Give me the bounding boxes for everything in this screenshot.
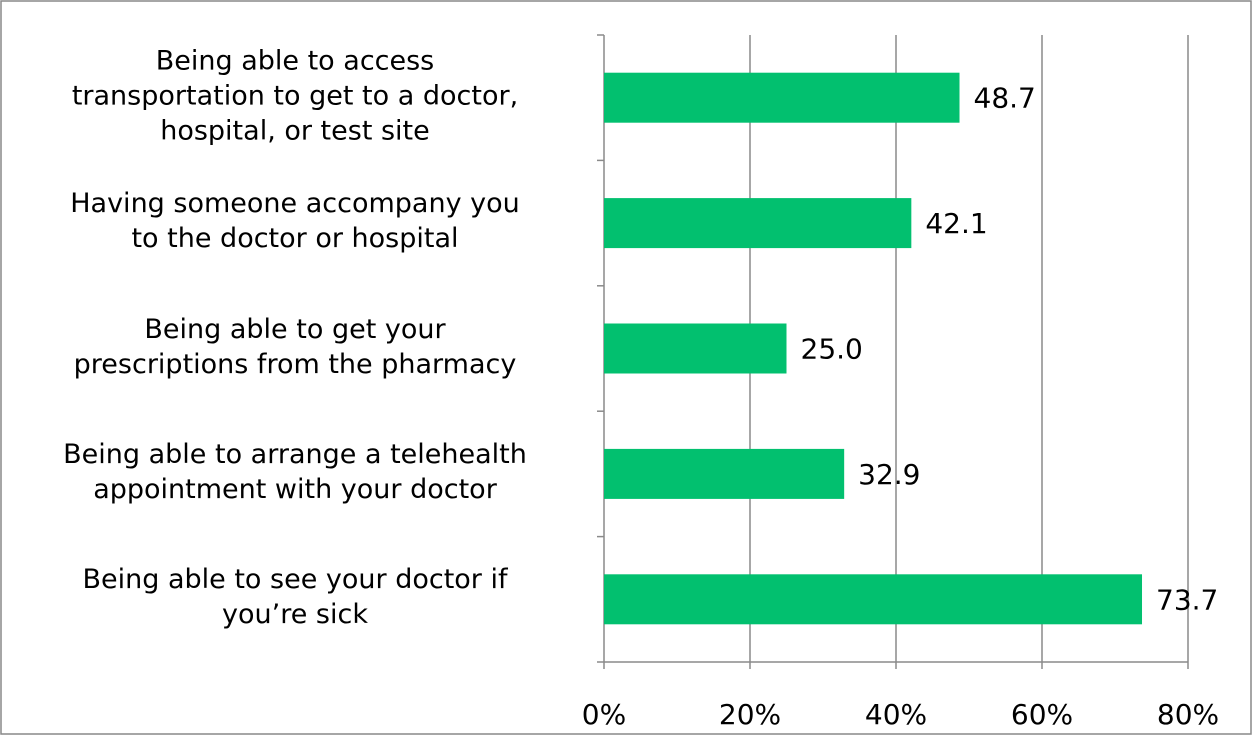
y-tick-label: Being able to see your doctor if you’re … — [82, 564, 508, 631]
x-tick-label: 40% — [865, 698, 927, 731]
x-tick-label: 0% — [582, 698, 626, 731]
x-tick-label: 80% — [1157, 698, 1219, 731]
y-tick-label: Being able to get your prescriptions fro… — [73, 313, 517, 380]
data-label: 48.7 — [974, 82, 1036, 115]
y-tick-label: Being able to access transportation to g… — [71, 45, 519, 147]
bar — [604, 72, 960, 123]
bar — [604, 448, 845, 499]
bar — [604, 574, 1143, 625]
data-label: 42.1 — [925, 207, 987, 240]
y-tick-label: Being able to arrange a telehealth appoi… — [63, 438, 527, 505]
data-label: 25.0 — [801, 333, 863, 366]
data-label: 32.9 — [858, 458, 920, 491]
data-label: 73.7 — [1156, 583, 1218, 616]
x-tick-label: 60% — [1011, 698, 1073, 731]
y-tick-label: Having someone accompany you to the doct… — [70, 188, 520, 255]
x-tick-label: 20% — [719, 698, 781, 731]
bar — [604, 323, 787, 374]
bar — [604, 198, 912, 249]
